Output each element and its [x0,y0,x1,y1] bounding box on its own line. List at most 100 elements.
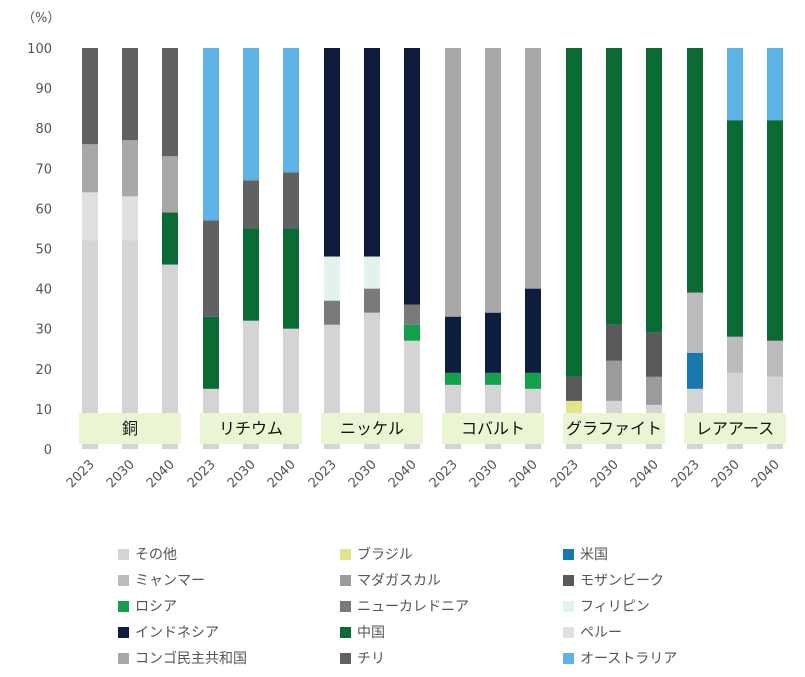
bar-segment-madagascar [646,376,662,405]
bar-segment-indonesia [525,288,541,373]
mineral-label-box [200,413,302,444]
bar-segment-indonesia [485,312,501,373]
x-tick-label: 2040 [749,457,783,491]
y-tick-label: 60 [35,202,52,217]
bar-segment-mozambique [566,376,582,401]
x-tick-label: 2030 [467,457,501,491]
bar-segment-other [82,240,98,449]
bar-segment-australia [283,48,299,173]
bar-segment-australia [727,48,743,121]
bar-segment-us [687,352,703,389]
x-tick-label: 2023 [669,457,703,491]
bar-segment-drc [162,156,178,213]
bar-segment-russia [445,372,461,385]
x-tick-label: 2040 [628,457,662,491]
mineral-label: 銅 [122,419,138,438]
mineral-label: ニッケル [340,419,404,438]
y-tick-label: 20 [35,363,52,378]
mineral-label-box [442,413,544,444]
bar-segment-china [243,228,259,321]
mineral-label-box [684,413,786,444]
mineral-label: コバルト [461,419,525,438]
bar-segment-australia [203,48,219,221]
bar-segment-indonesia [324,48,340,257]
bar-segment-chile [203,220,219,317]
x-tick-label: 2040 [386,457,420,491]
bar-segment-madagascar [606,360,622,401]
x-tick-label: 2030 [588,457,622,491]
bar-segment-myanmar [727,336,743,373]
bar-segment-newcaledonia [324,300,340,325]
bar-segment-china [606,48,622,325]
bar-segment-indonesia [404,48,420,305]
bar-segment-mozambique [606,324,622,361]
bar-segment-peru [122,196,138,241]
y-tick-label: 100 [27,42,52,57]
x-tick-label: 2023 [185,457,219,491]
bar-segment-chile [162,48,178,157]
bar-segment-peru [82,192,98,241]
bar-segment-china [727,120,743,337]
y-tick-label: 50 [35,243,52,258]
bar-segment-drc [122,140,138,197]
bar-segment-china [162,212,178,265]
bar-segment-philippines [324,256,340,301]
bar-segment-drc [82,144,98,193]
bar-segment-myanmar [767,340,783,377]
bar-segment-china [687,48,703,293]
bar-segment-philippines [364,256,380,289]
bar-segment-indonesia [445,316,461,373]
bar-segment-china [767,120,783,341]
bar-segment-chile [122,48,138,141]
bar-segment-china [283,228,299,329]
y-tick-label: 90 [35,82,52,97]
bar-segment-drc [445,48,461,317]
bar-segment-indonesia [364,48,380,257]
x-tick-label: 2023 [548,457,582,491]
x-axis: 2023 2030 2040 2023 2030 2040 2023 2030 2040 2023… [64,457,783,491]
x-tick-label: 2030 [104,457,138,491]
bar-segment-mozambique [646,332,662,377]
bar-segment-drc [485,48,501,313]
x-tick-label: 2030 [346,457,380,491]
x-tick-label: 2040 [144,457,178,491]
bar-segment-russia [404,324,420,341]
bar-segment-china [566,48,582,377]
bar-segment-newcaledonia [404,304,420,325]
bar-segment-chile [283,172,299,229]
y-tick-label: 30 [35,323,52,338]
x-tick-label: 2023 [306,457,340,491]
mineral-label: グラファイト [566,419,662,438]
x-tick-label: 2030 [225,457,259,491]
bar-segment-russia [485,372,501,385]
bar-segment-newcaledonia [364,288,380,313]
bar-segment-other [162,264,178,449]
y-tick-label: 10 [35,403,52,418]
y-tick-label: 40 [35,283,52,298]
y-axis-unit-label: （%） [22,11,60,26]
bar-segment-australia [243,48,259,181]
x-tick-label: 2023 [64,457,98,491]
x-tick-label: 2040 [265,457,299,491]
bar-segment-drc [525,48,541,289]
x-tick-label: 2030 [709,457,743,491]
bar-segment-russia [525,372,541,389]
mineral-labels: 銅 リチウム ニッケル コバルト グラファイト レアアース [79,413,786,444]
bar-segment-chile [82,48,98,145]
mineral-label-box [563,413,665,444]
bar-segment-australia [767,48,783,121]
mineral-label: レアアース [696,419,774,438]
y-tick-label: 80 [35,122,52,137]
bars [82,48,783,449]
bar-segment-myanmar [687,292,703,353]
bar-segment-chile [243,180,259,229]
y-tick-label: 70 [35,162,52,177]
bar-segment-brazil [566,400,582,413]
mineral-label-box [321,413,423,444]
x-tick-label: 2023 [427,457,461,491]
bar-segment-china [646,48,662,333]
mineral-label: リチウム [219,419,283,438]
y-axis: 0 10 20 30 40 50 60 70 80 90 100 [27,42,52,458]
y-tick-label: 0 [44,443,52,458]
